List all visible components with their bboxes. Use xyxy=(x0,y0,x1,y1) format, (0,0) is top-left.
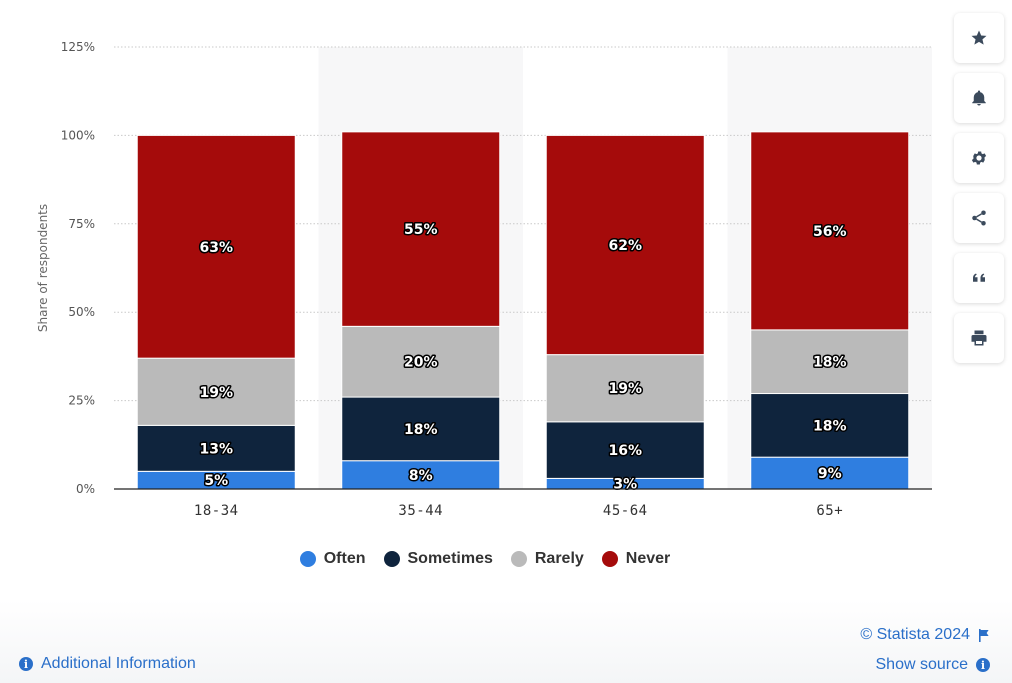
favorite-button[interactable] xyxy=(954,13,1004,63)
bars xyxy=(136,131,910,490)
star-icon xyxy=(971,30,987,45)
flag-icon[interactable] xyxy=(978,628,990,642)
footer-background xyxy=(0,600,1012,683)
print-button[interactable] xyxy=(954,313,1004,363)
copyright-text: © Statista 2024 xyxy=(860,626,970,643)
data-label: 62% xyxy=(608,238,642,254)
chart: 0% 25% 50% 75% 100% 125% Share of respondents… xyxy=(36,40,932,519)
data-label: 63% xyxy=(199,240,233,256)
toolbar xyxy=(954,13,1004,363)
legend-item-rarely[interactable]: Rarely xyxy=(510,550,584,568)
legend-marker xyxy=(510,551,527,567)
legend-marker xyxy=(601,551,618,567)
y-tick-label: 50% xyxy=(68,305,95,319)
bar-segment-rarely[interactable] xyxy=(545,354,705,423)
x-tick-label: 65+ xyxy=(816,503,843,519)
y-tick-label: 25% xyxy=(68,394,95,408)
y-axis-label: Share of respondents xyxy=(36,204,50,332)
legend-marker xyxy=(299,551,316,567)
copyright: © Statista 2024 xyxy=(860,626,990,644)
data-label: 20% xyxy=(404,355,438,371)
data-label: 19% xyxy=(199,385,233,401)
y-tick-label: 125% xyxy=(61,40,95,54)
y-tick-label: 100% xyxy=(61,128,95,142)
share-icon xyxy=(972,210,986,226)
data-label: 13% xyxy=(199,441,233,457)
share-button[interactable] xyxy=(954,193,1004,243)
data-label: 56% xyxy=(813,224,847,240)
legend-label: Rarely xyxy=(534,550,584,567)
bar-segment-sometimes[interactable] xyxy=(136,424,296,472)
info-icon: i xyxy=(976,658,990,672)
quote-icon xyxy=(973,273,985,282)
legend-label: Never xyxy=(625,550,671,567)
bell-icon xyxy=(972,90,986,106)
data-label: 18% xyxy=(404,422,438,438)
y-tick-label: 75% xyxy=(68,217,95,231)
additional-information-link[interactable]: i Additional Information xyxy=(19,655,196,673)
x-tick-label: 45-64 xyxy=(603,503,648,519)
data-labels: 5% 13% 19% 63% 8% 18% 20% 55% 3% 16% 19% 62% 9% 18% 18… xyxy=(198,221,848,495)
bar-segment-never[interactable] xyxy=(545,134,705,356)
data-label: 5% xyxy=(204,473,228,489)
legend-item-never[interactable]: Never xyxy=(601,550,671,568)
y-tick-label: 0% xyxy=(76,482,95,496)
data-label: 19% xyxy=(608,381,642,397)
bar-segment-never[interactable] xyxy=(750,131,910,331)
data-label: 18% xyxy=(813,355,847,371)
bar-segment-sometimes[interactable] xyxy=(341,396,501,462)
legend-label: Often xyxy=(323,550,366,567)
x-tick-label: 35-44 xyxy=(398,503,443,519)
data-label: 55% xyxy=(404,222,438,238)
y-axis-ticks: 0% 25% 50% 75% 100% 125% xyxy=(61,40,95,496)
bar-segment-sometimes[interactable] xyxy=(750,393,910,458)
cite-button[interactable] xyxy=(954,253,1004,303)
legend-item-sometimes[interactable]: Sometimes xyxy=(383,550,493,568)
notification-button[interactable] xyxy=(954,73,1004,123)
legend-item-often[interactable]: Often xyxy=(299,550,366,568)
gear-icon xyxy=(971,151,987,165)
bar-segment-often[interactable] xyxy=(750,456,910,490)
settings-button[interactable] xyxy=(954,133,1004,183)
legend-label: Sometimes xyxy=(407,550,493,567)
additional-information-text: Additional Information xyxy=(41,655,196,672)
bar-segment-rarely[interactable] xyxy=(750,329,910,395)
print-icon xyxy=(971,330,987,346)
bar-segment-never[interactable] xyxy=(341,131,501,327)
legend-marker xyxy=(383,551,400,567)
data-label: 3% xyxy=(613,477,637,493)
x-axis-ticks: 18-34 35-44 45-64 65+ xyxy=(194,503,843,519)
show-source-link[interactable]: Show source i xyxy=(875,656,990,674)
info-icon: i xyxy=(19,657,33,671)
show-source-text: Show source xyxy=(875,656,969,673)
data-label: 8% xyxy=(409,468,433,484)
data-label: 16% xyxy=(608,443,642,459)
x-tick-label: 18-34 xyxy=(194,503,239,519)
bar-segment-never[interactable] xyxy=(136,134,296,359)
data-label: 18% xyxy=(813,418,847,434)
bar-segment-rarely[interactable] xyxy=(341,325,501,398)
bar-segment-rarely[interactable] xyxy=(136,357,296,426)
legend: Often Sometimes Rarely Never xyxy=(0,550,970,568)
data-label: 9% xyxy=(818,466,842,482)
